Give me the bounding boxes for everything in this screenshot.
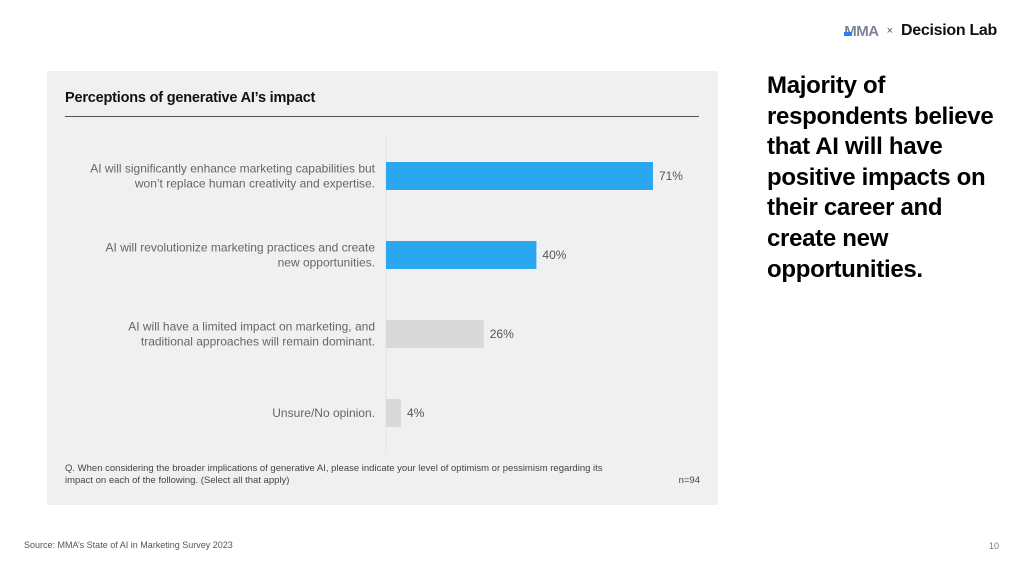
survey-question: Q. When considering the broader implicat… [65,463,603,486]
category-label-1: AI will significantly enhance marketing … [90,162,375,191]
bar-4 [386,399,402,427]
bar-value-label-1: 71% [659,169,683,183]
bar-1 [386,162,653,190]
mma-logo: MMA [844,22,879,40]
headline: Majority of respondents believe that AI … [767,72,994,283]
logo-separator: × [886,25,894,37]
bar-value-label-3: 26% [490,327,514,341]
page-number: 10 [988,541,999,551]
bar-chart: 71% AI will significantly enhance marketi… [90,137,683,453]
chart-title: Perceptions of generative AI’s impact [65,90,316,106]
bar-value-label-2: 40% [542,248,566,262]
title-divider [65,116,699,117]
bar-value-label-4: 4% [407,406,425,420]
category-label-3: AI will have a limited impact on marketi… [128,320,375,349]
source-note: Source: MMA’s State of AI in Marketing S… [24,540,233,550]
category-label-4: Unsure/No opinion. [272,406,375,420]
brand-logo: MMA × Decision Lab [844,22,997,40]
sample-size: n=94 [678,475,700,486]
bar-3 [386,320,484,348]
chart-panel: Perceptions of generative AI’s impact 71… [47,71,718,505]
bar-2 [386,241,537,269]
decision-lab-logo: Decision Lab [901,22,997,39]
category-label-2: AI will revolutionize marketing practice… [106,241,376,270]
